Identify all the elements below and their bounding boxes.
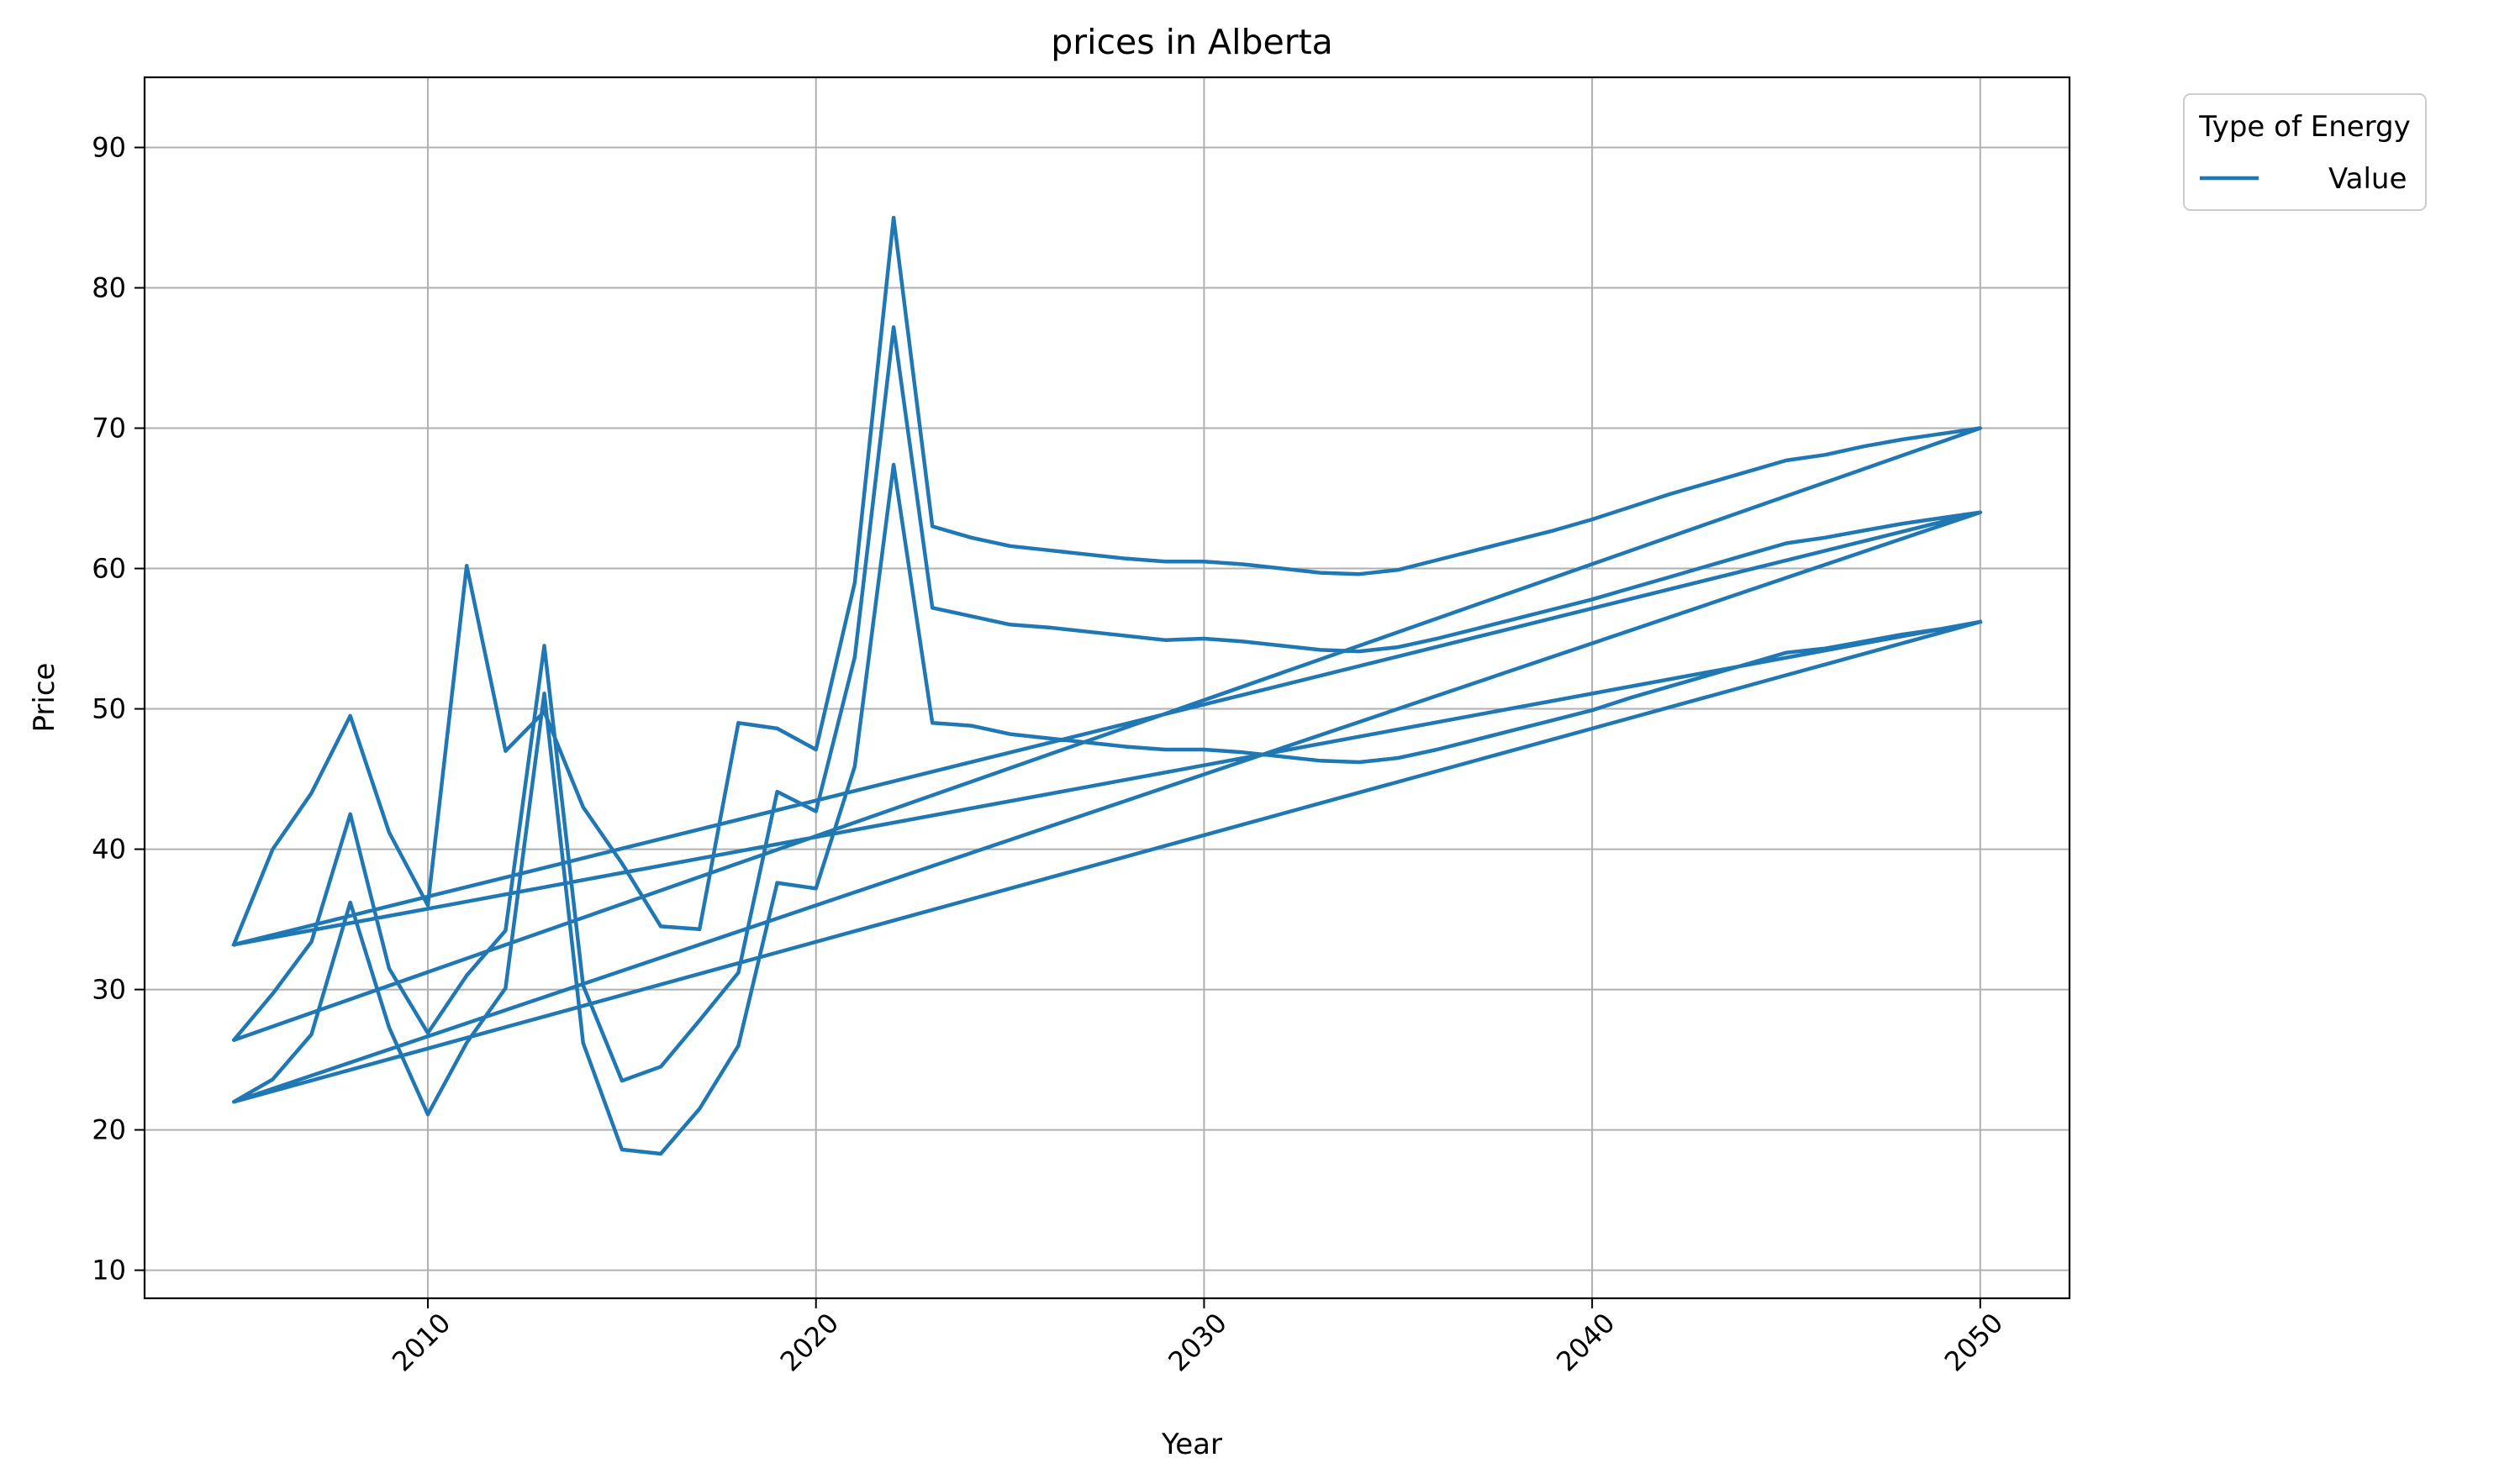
y-tick-label: 20 [92,1114,126,1146]
legend-box [2183,93,2427,211]
x-axis-label: Year [1161,1428,1222,1461]
y-tick-label: 50 [92,693,126,725]
y-tick-label: 40 [92,834,126,866]
y-axis-label: Price [28,663,61,733]
legend: Type of Energy Value [2183,93,2427,211]
y-tick-label: 90 [92,132,126,164]
chart-title: prices in Alberta [1051,22,1333,62]
y-tick-label: 80 [92,272,126,304]
y-tick-label: 60 [92,553,126,585]
legend-title: Type of Energy [2198,110,2411,144]
legend-entry-value: Value [2328,162,2407,196]
series-layer [231,215,1983,1156]
series-line-value [231,215,1983,1156]
y-axis-ticks: 10 20 30 40 50 60 70 80 90 [92,132,145,1287]
plot-frame [143,76,2071,1300]
y-tick-label: 30 [92,974,126,1006]
y-tick-label: 70 [92,413,126,445]
y-tick-label: 10 [92,1255,126,1287]
